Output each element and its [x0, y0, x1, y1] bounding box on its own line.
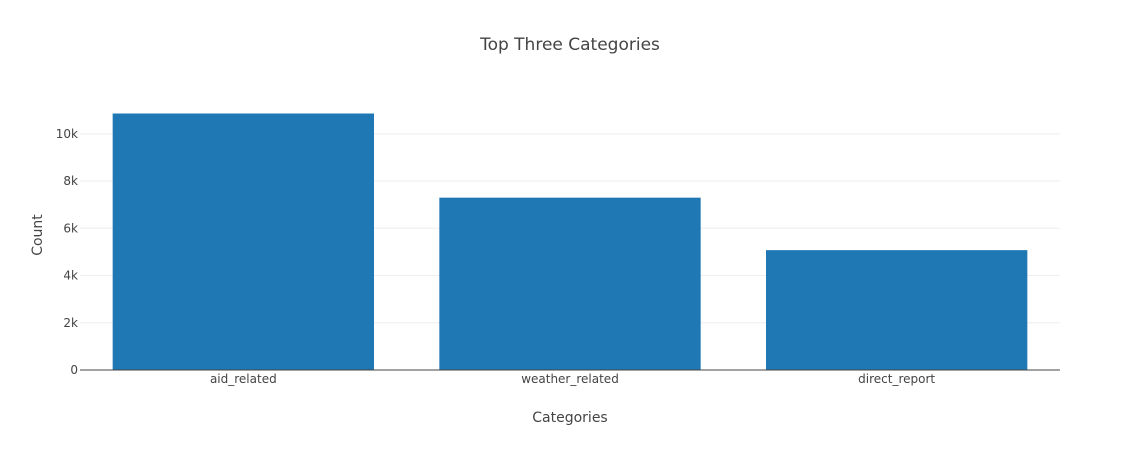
- y-tick-label: 10k: [56, 127, 78, 141]
- x-tick-label: aid_related: [210, 372, 277, 386]
- y-tick-label: 2k: [63, 316, 78, 330]
- y-tick-label: 8k: [63, 174, 78, 188]
- y-axis-title: Count: [30, 214, 46, 256]
- labels: 0 2k 4k 6k 8k 10k aid_related weather_related di…: [56, 127, 936, 386]
- y-tick-label: 4k: [63, 269, 78, 283]
- bar-direct-report[interactable]: [766, 250, 1028, 370]
- bars: [112, 113, 1028, 370]
- x-tick-label: weather_related: [521, 372, 619, 386]
- chart-title: Top Three Categories: [479, 35, 660, 55]
- x-axis-title: Categories: [532, 410, 607, 426]
- bar-weather-related[interactable]: [439, 197, 701, 370]
- x-tick-label: direct_report: [858, 372, 935, 386]
- y-tick-label: 0: [70, 363, 78, 377]
- bar-aid-related[interactable]: [112, 113, 375, 370]
- y-tick-label: 6k: [63, 221, 78, 235]
